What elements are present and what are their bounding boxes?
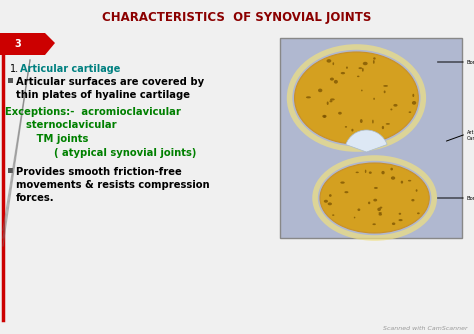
Ellipse shape bbox=[411, 199, 415, 201]
Ellipse shape bbox=[373, 57, 376, 60]
Ellipse shape bbox=[346, 66, 348, 69]
Text: Provides smooth friction-free
movements & resists compression
forces.: Provides smooth friction-free movements … bbox=[16, 167, 210, 203]
Text: sternoclavicular: sternoclavicular bbox=[5, 120, 117, 130]
Ellipse shape bbox=[329, 100, 332, 102]
Ellipse shape bbox=[374, 187, 378, 189]
Ellipse shape bbox=[357, 75, 359, 77]
Ellipse shape bbox=[374, 199, 377, 201]
Ellipse shape bbox=[345, 126, 347, 128]
Ellipse shape bbox=[322, 115, 327, 118]
Text: 3: 3 bbox=[15, 39, 21, 49]
Bar bbox=[280, 38, 462, 238]
Ellipse shape bbox=[354, 217, 356, 218]
Text: Scanned with CamScanner: Scanned with CamScanner bbox=[383, 326, 468, 331]
Ellipse shape bbox=[373, 60, 374, 64]
Ellipse shape bbox=[393, 104, 398, 107]
Ellipse shape bbox=[324, 200, 328, 203]
Ellipse shape bbox=[340, 181, 345, 184]
Ellipse shape bbox=[320, 163, 429, 233]
Ellipse shape bbox=[391, 168, 393, 170]
Ellipse shape bbox=[323, 115, 326, 118]
Text: Exceptions:-  acromioclavicular: Exceptions:- acromioclavicular bbox=[5, 107, 181, 117]
Bar bbox=[8, 78, 13, 83]
Ellipse shape bbox=[368, 201, 370, 204]
Ellipse shape bbox=[379, 213, 382, 216]
Ellipse shape bbox=[373, 223, 376, 225]
Ellipse shape bbox=[363, 62, 368, 65]
Ellipse shape bbox=[377, 208, 381, 211]
Ellipse shape bbox=[416, 189, 418, 192]
Polygon shape bbox=[0, 33, 55, 55]
Ellipse shape bbox=[380, 207, 383, 209]
Ellipse shape bbox=[330, 77, 334, 80]
Ellipse shape bbox=[373, 98, 375, 100]
Ellipse shape bbox=[409, 111, 411, 113]
Ellipse shape bbox=[399, 219, 402, 221]
Text: 1.: 1. bbox=[10, 64, 19, 74]
Ellipse shape bbox=[341, 72, 345, 74]
Text: Bone: Bone bbox=[467, 195, 474, 200]
Wedge shape bbox=[346, 130, 387, 152]
Ellipse shape bbox=[401, 181, 403, 184]
Text: Articular
Cartilage: Articular Cartilage bbox=[467, 130, 474, 141]
Ellipse shape bbox=[417, 212, 420, 214]
Ellipse shape bbox=[334, 80, 338, 84]
Text: Articular surfaces are covered by
thin plates of hyaline cartilage: Articular surfaces are covered by thin p… bbox=[16, 77, 204, 100]
Ellipse shape bbox=[412, 94, 414, 97]
Ellipse shape bbox=[330, 99, 335, 101]
Text: CHARACTERISTICS  OF SYNOVIAL JOINTS: CHARACTERISTICS OF SYNOVIAL JOINTS bbox=[102, 10, 372, 23]
Ellipse shape bbox=[356, 172, 359, 173]
Ellipse shape bbox=[382, 126, 384, 129]
Ellipse shape bbox=[399, 213, 401, 215]
Ellipse shape bbox=[383, 85, 388, 87]
Ellipse shape bbox=[360, 119, 363, 123]
Bar bbox=[8, 168, 13, 173]
Ellipse shape bbox=[362, 68, 364, 72]
Ellipse shape bbox=[382, 171, 385, 174]
Ellipse shape bbox=[369, 171, 372, 174]
Ellipse shape bbox=[391, 176, 395, 180]
Ellipse shape bbox=[345, 191, 348, 193]
Ellipse shape bbox=[365, 170, 366, 173]
Ellipse shape bbox=[338, 112, 342, 115]
Ellipse shape bbox=[391, 109, 392, 111]
Ellipse shape bbox=[408, 180, 411, 181]
Ellipse shape bbox=[332, 214, 335, 216]
Text: TM joints: TM joints bbox=[5, 134, 88, 144]
Text: Bone: Bone bbox=[467, 59, 474, 64]
Ellipse shape bbox=[332, 62, 334, 65]
Ellipse shape bbox=[318, 89, 322, 92]
Text: Articular cartilage: Articular cartilage bbox=[20, 64, 120, 74]
Ellipse shape bbox=[351, 129, 354, 132]
Ellipse shape bbox=[412, 101, 416, 105]
Ellipse shape bbox=[357, 208, 360, 211]
Text: ( atypical synovial joints): ( atypical synovial joints) bbox=[5, 148, 196, 158]
Ellipse shape bbox=[329, 194, 332, 197]
Ellipse shape bbox=[327, 102, 328, 105]
Ellipse shape bbox=[386, 123, 390, 125]
Ellipse shape bbox=[392, 222, 395, 225]
Ellipse shape bbox=[328, 202, 332, 205]
Ellipse shape bbox=[372, 120, 374, 124]
Ellipse shape bbox=[327, 59, 331, 63]
Ellipse shape bbox=[378, 212, 382, 214]
Ellipse shape bbox=[358, 67, 362, 69]
Ellipse shape bbox=[306, 96, 311, 99]
Ellipse shape bbox=[361, 90, 363, 91]
Ellipse shape bbox=[294, 52, 419, 144]
Ellipse shape bbox=[383, 91, 386, 93]
